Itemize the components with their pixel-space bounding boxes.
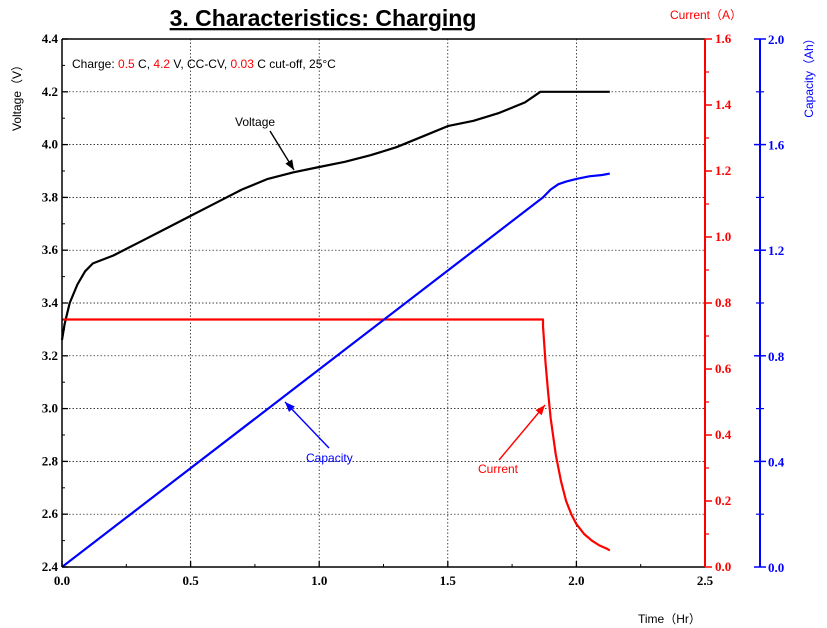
series-line-capacity — [61, 172, 610, 568]
x-tick-label: 0.0 — [54, 573, 70, 588]
charge-conditions-part: 0.5 — [118, 57, 135, 71]
annotation-capacity: Capacity — [306, 451, 353, 465]
charge-conditions-part: Charge: — [72, 57, 118, 71]
y-left-tick-label: 4.4 — [42, 31, 59, 46]
labels: 0.0 0.5 1.0 1.5 2.0 2.5 2.4 2.6 2.8 3.0 3.2 3.4 3.6 3… — [10, 8, 816, 626]
y-left-tick-label: 3.6 — [42, 242, 59, 257]
series-line-voltage — [60, 90, 610, 341]
y-capacity-tick-label: 1.2 — [768, 243, 784, 258]
y-current-tick-label: 0.8 — [715, 295, 732, 310]
charge-conditions-part: C, — [135, 57, 154, 71]
y-left-axis-label: Voltage（V） — [10, 59, 24, 131]
y-current-axis-label: Current（A） — [670, 8, 742, 22]
y-capacity-axis-label: Capacity（Ah） — [802, 32, 816, 117]
charge-conditions-part: C cut-off, 25°C — [254, 57, 336, 71]
y-left-tick-label: 3.8 — [42, 189, 59, 204]
x-tick-label: 2.0 — [568, 573, 584, 588]
annotations: Voltage Capacity Current — [235, 115, 546, 476]
y-capacity-tick-label: 0.8 — [768, 349, 785, 364]
annotation-current: Current — [478, 462, 519, 476]
x-tick-label: 2.5 — [697, 573, 714, 588]
y-left-tick-label: 2.6 — [42, 506, 59, 521]
chart-title: 3. Characteristics: Charging — [170, 5, 477, 31]
x-axis-label: Time（Hr） — [638, 612, 701, 626]
series-line-current — [62, 318, 611, 552]
charge-conditions-part: 0.03 — [231, 57, 255, 71]
y-left-tick-label: 4.2 — [42, 84, 58, 99]
y-current-tick-label: 1.2 — [715, 163, 731, 178]
y-capacity-tick-label: 2.0 — [768, 32, 784, 47]
y-capacity-tick-label: 0.0 — [768, 560, 784, 575]
y-left-tick-label: 3.4 — [42, 295, 59, 310]
charge-conditions-note: Charge: 0.5 C, 4.2 V, CC-CV, 0.03 C cut-… — [72, 57, 336, 71]
y-current-tick-label: 0.2 — [715, 493, 731, 508]
y-current-tick-label: 0.6 — [715, 361, 732, 376]
annotation-voltage-arrow-head — [285, 159, 294, 170]
y-current-tick-label: 0.4 — [715, 427, 732, 442]
x-tick-label: 1.0 — [311, 573, 327, 588]
annotation-voltage: Voltage — [235, 115, 275, 129]
y-left-tick-label: 2.8 — [42, 453, 59, 468]
y-capacity-tick-label: 0.4 — [768, 454, 785, 469]
y-capacity-tick-label: 1.6 — [768, 138, 785, 153]
y-left-tick-label: 2.4 — [42, 559, 59, 574]
axes — [61, 38, 766, 568]
y-current-tick-label: 1.0 — [715, 229, 731, 244]
annotation-capacity-arrow-line — [284, 401, 330, 449]
y-current-tick-label: 1.4 — [715, 97, 732, 112]
x-tick-label: 0.5 — [182, 573, 199, 588]
y-left-tick-label: 3.0 — [42, 401, 58, 416]
x-tick-label: 1.5 — [440, 573, 457, 588]
y-left-tick-label: 3.2 — [42, 348, 58, 363]
annotation-current-arrow-line — [498, 404, 546, 461]
annotation-current-arrow-head — [535, 405, 545, 416]
y-left-tick-label: 4.0 — [42, 137, 58, 152]
annotation-capacity-arrow-head — [285, 402, 295, 412]
charge-conditions-part: V, CC-CV, — [170, 57, 230, 71]
series-layer — [60, 90, 611, 568]
y-current-tick-label: 0.0 — [715, 559, 731, 574]
y-current-tick-label: 1.6 — [715, 31, 732, 46]
charge-conditions-part: 4.2 — [153, 57, 170, 71]
